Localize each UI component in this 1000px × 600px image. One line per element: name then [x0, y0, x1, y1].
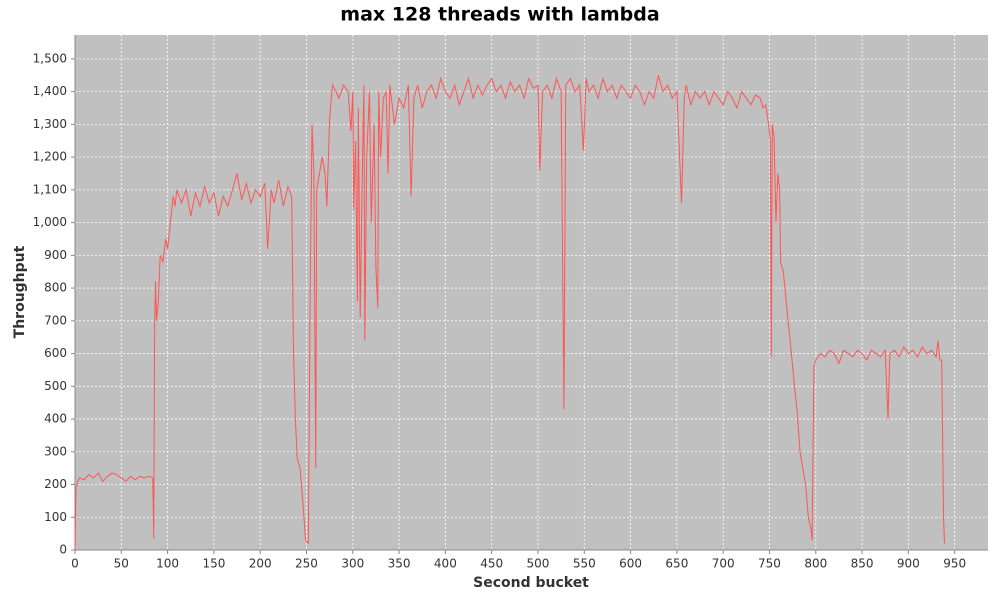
x-tick-label: 200 — [249, 557, 272, 571]
plot-area — [75, 35, 988, 550]
x-tick-label: 750 — [758, 557, 781, 571]
y-tick-label: 1,300 — [33, 117, 67, 131]
x-tick-label: 850 — [851, 557, 874, 571]
y-tick-label: 0 — [59, 543, 67, 557]
y-tick-label: 400 — [44, 412, 67, 426]
x-tick-label: 300 — [341, 557, 364, 571]
x-tick-label: 600 — [619, 557, 642, 571]
x-tick-label: 400 — [434, 557, 457, 571]
y-tick-label: 1,200 — [33, 150, 67, 164]
y-tick-label: 1,000 — [33, 215, 67, 229]
y-tick-label: 100 — [44, 510, 67, 524]
x-tick-label: 50 — [114, 557, 129, 571]
x-tick-label: 550 — [573, 557, 596, 571]
y-tick-label: 300 — [44, 444, 67, 458]
data-line — [74, 75, 945, 551]
x-tick-label: 900 — [897, 557, 920, 571]
y-tick-label: 600 — [44, 346, 67, 360]
y-tick-label: 800 — [44, 281, 67, 295]
x-tick-label: 450 — [480, 557, 503, 571]
x-tick-label: 500 — [527, 557, 550, 571]
x-tick-label: 100 — [156, 557, 179, 571]
x-tick-label: 650 — [665, 557, 688, 571]
x-tick-label: 350 — [388, 557, 411, 571]
y-tick-label: 1,400 — [33, 84, 67, 98]
y-tick-label: 200 — [44, 477, 67, 491]
x-tick-label: 150 — [202, 557, 225, 571]
x-tick-label: 950 — [943, 557, 966, 571]
y-axis-label: Throughput — [12, 245, 28, 338]
x-tick-label: 700 — [712, 557, 735, 571]
y-tick-label: 500 — [44, 379, 67, 393]
x-tick-label: 250 — [295, 557, 318, 571]
x-tick-label: 0 — [71, 557, 79, 571]
x-tick-label: 800 — [804, 557, 827, 571]
y-tick-label: 700 — [44, 313, 67, 327]
x-axis-label: Second bucket — [473, 575, 589, 591]
chart-title: max 128 threads with lambda — [340, 4, 659, 26]
y-tick-label: 1,500 — [33, 51, 67, 65]
y-tick-label: 900 — [44, 248, 67, 262]
y-tick-label: 1,100 — [33, 182, 67, 196]
